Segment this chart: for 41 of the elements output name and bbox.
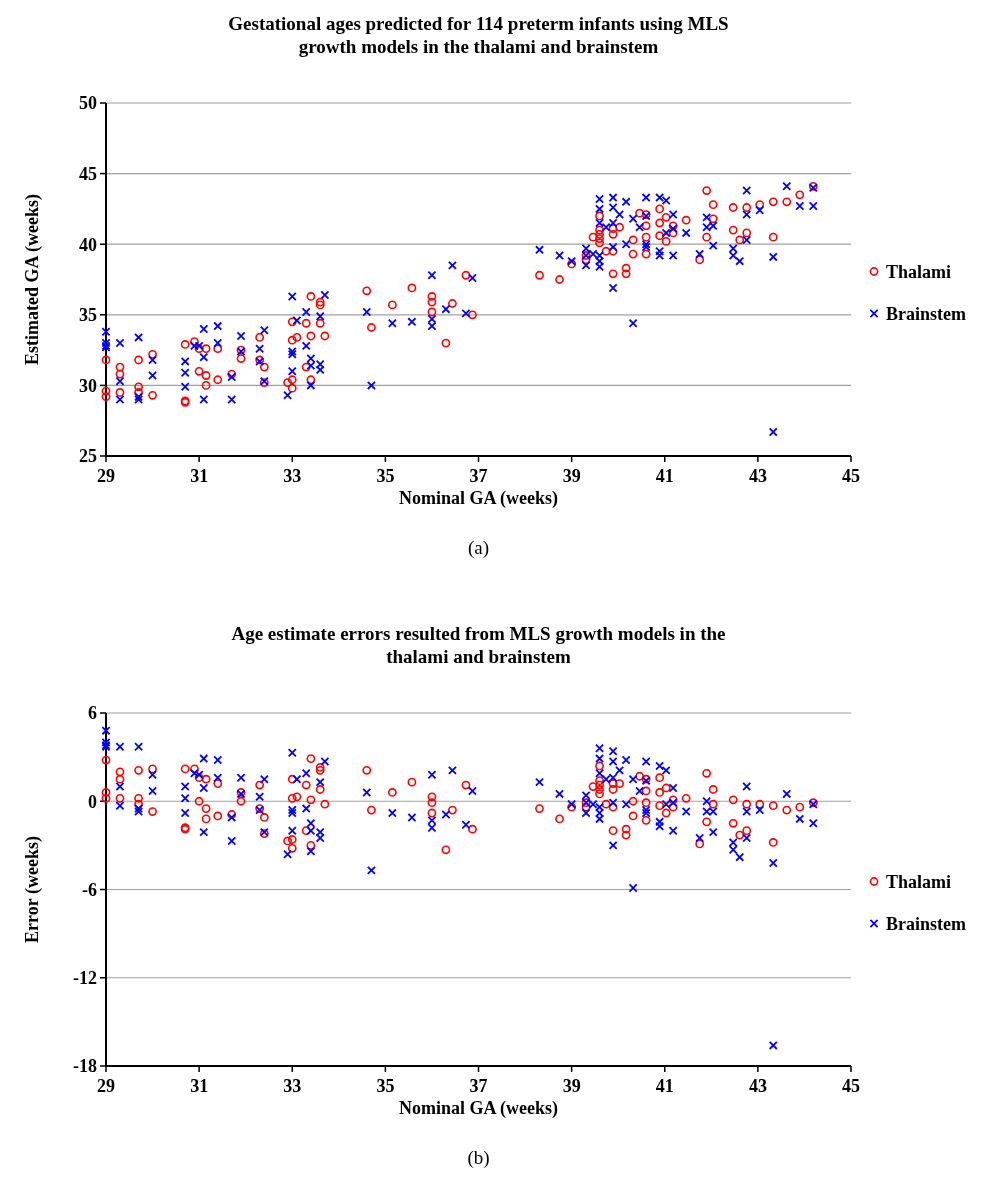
x-tick-label: 29 (97, 1076, 115, 1096)
legend-label: Thalami (886, 871, 952, 892)
x-tick-label: 33 (283, 466, 302, 486)
y-tick-label: 6 (88, 703, 97, 724)
x-tick-label: 35 (376, 466, 395, 486)
y-tick-label: 0 (88, 791, 97, 812)
x-tick-label: 45 (842, 466, 860, 486)
x-tick-label: 31 (190, 466, 209, 486)
y-tick-label: 40 (79, 234, 97, 255)
y-axis-title: Estimated GA (weeks) (22, 194, 43, 365)
x-tick-label: 45 (842, 1076, 860, 1096)
legend-label: Brainstem (886, 303, 966, 324)
x-tick-label: 41 (655, 466, 674, 486)
y-axis-title: Error (weeks) (22, 836, 43, 943)
y-tick-label: 35 (79, 305, 97, 326)
chart-title: Gestational ages predicted for 114 preterm infants using MLS growth models in the thalami and brainstem (228, 13, 729, 57)
y-tick-label: -6 (82, 879, 97, 900)
text: (a) (467, 537, 490, 559)
y-tick-label: -18 (73, 1056, 97, 1077)
x-axis-title: Nominal GA (weeks) (399, 1098, 558, 1119)
x-tick-label: 31 (190, 1076, 209, 1096)
legend-label: Thalami (886, 261, 952, 282)
y-tick-label: 50 (79, 93, 97, 114)
text: (b) (467, 1147, 490, 1169)
y-tick-label: 45 (79, 163, 97, 184)
y-tick-label: 25 (79, 446, 97, 467)
x-tick-label: 37 (469, 1076, 488, 1096)
y-tick-label: 30 (79, 375, 97, 396)
x-tick-label: 37 (469, 466, 488, 486)
y-tick-label: -12 (73, 968, 97, 989)
x-tick-label: 41 (655, 1076, 674, 1096)
x-axis-title: Nominal GA (weeks) (399, 488, 558, 509)
x-tick-label: 35 (376, 1076, 395, 1096)
x-tick-label: 43 (748, 466, 767, 486)
legend-label: Brainstem (886, 913, 966, 934)
x-tick-label: 39 (562, 466, 581, 486)
x-tick-label: 39 (562, 1076, 581, 1096)
x-tick-label: 43 (748, 1076, 767, 1096)
x-tick-label: 29 (97, 466, 115, 486)
chart-title: Age estimate errors resulted from MLS growth models in the thalami and brainstem (231, 623, 726, 667)
x-tick-label: 33 (283, 1076, 302, 1096)
